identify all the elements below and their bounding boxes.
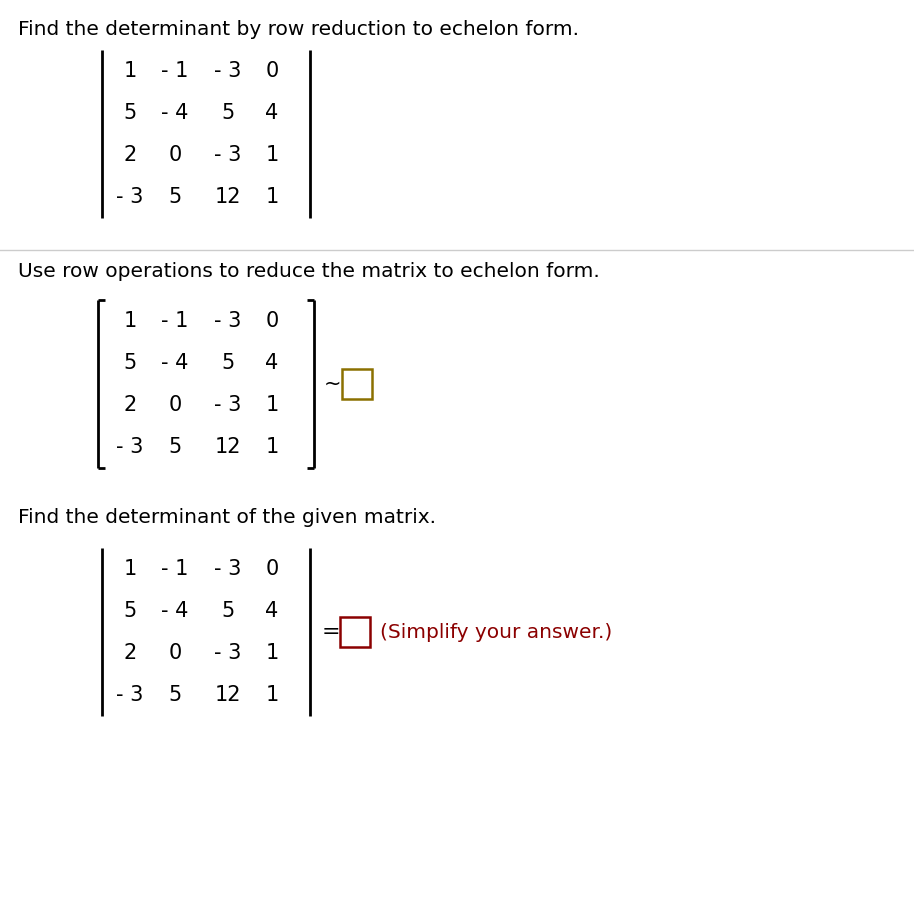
Text: =: = — [322, 622, 341, 642]
Text: 4: 4 — [265, 103, 279, 123]
Bar — [342, 369, 372, 399]
Text: 4: 4 — [265, 353, 279, 373]
Text: - 4: - 4 — [161, 353, 188, 373]
Text: Use row operations to reduce the matrix to echelon form.: Use row operations to reduce the matrix … — [18, 262, 600, 281]
Text: 1: 1 — [265, 395, 279, 415]
Text: - 3: - 3 — [214, 559, 241, 579]
Text: 1: 1 — [265, 437, 279, 457]
Text: - 3: - 3 — [214, 311, 241, 331]
Text: 1: 1 — [123, 61, 136, 81]
Text: 5: 5 — [123, 353, 136, 373]
Text: 5: 5 — [221, 601, 235, 621]
Text: - 1: - 1 — [161, 61, 188, 81]
Text: 5: 5 — [123, 103, 136, 123]
Text: 0: 0 — [265, 559, 279, 579]
Text: 1: 1 — [123, 559, 136, 579]
Text: 0: 0 — [265, 61, 279, 81]
Text: - 3: - 3 — [214, 643, 241, 663]
Text: 0: 0 — [168, 145, 182, 165]
Text: 4: 4 — [265, 601, 279, 621]
Text: - 3: - 3 — [116, 187, 143, 207]
Text: 0: 0 — [265, 311, 279, 331]
Text: 1: 1 — [265, 643, 279, 663]
Text: - 3: - 3 — [214, 145, 241, 165]
Text: 5: 5 — [221, 353, 235, 373]
Text: 5: 5 — [168, 437, 182, 457]
Text: - 1: - 1 — [161, 559, 188, 579]
Text: - 3: - 3 — [116, 437, 143, 457]
Text: 2: 2 — [123, 145, 136, 165]
Text: - 4: - 4 — [161, 601, 188, 621]
Text: - 4: - 4 — [161, 103, 188, 123]
Text: - 3: - 3 — [214, 61, 241, 81]
Text: 5: 5 — [221, 103, 235, 123]
Text: 5: 5 — [168, 187, 182, 207]
Text: (Simplify your answer.): (Simplify your answer.) — [380, 622, 612, 641]
Text: - 3: - 3 — [214, 395, 241, 415]
Text: 1: 1 — [265, 685, 279, 705]
Text: 1: 1 — [123, 311, 136, 331]
Text: 12: 12 — [215, 685, 241, 705]
Text: 5: 5 — [168, 685, 182, 705]
Text: ~: ~ — [324, 374, 342, 394]
Text: - 1: - 1 — [161, 311, 188, 331]
Text: 1: 1 — [265, 145, 279, 165]
Text: 12: 12 — [215, 187, 241, 207]
Text: Find the determinant by row reduction to echelon form.: Find the determinant by row reduction to… — [18, 20, 579, 39]
Text: 0: 0 — [168, 395, 182, 415]
Text: - 3: - 3 — [116, 685, 143, 705]
Text: 12: 12 — [215, 437, 241, 457]
Text: Find the determinant of the given matrix.: Find the determinant of the given matrix… — [18, 508, 436, 527]
Text: 0: 0 — [168, 643, 182, 663]
Text: 1: 1 — [265, 187, 279, 207]
Bar — [340, 617, 370, 647]
Text: 2: 2 — [123, 395, 136, 415]
Text: 2: 2 — [123, 643, 136, 663]
Text: 5: 5 — [123, 601, 136, 621]
